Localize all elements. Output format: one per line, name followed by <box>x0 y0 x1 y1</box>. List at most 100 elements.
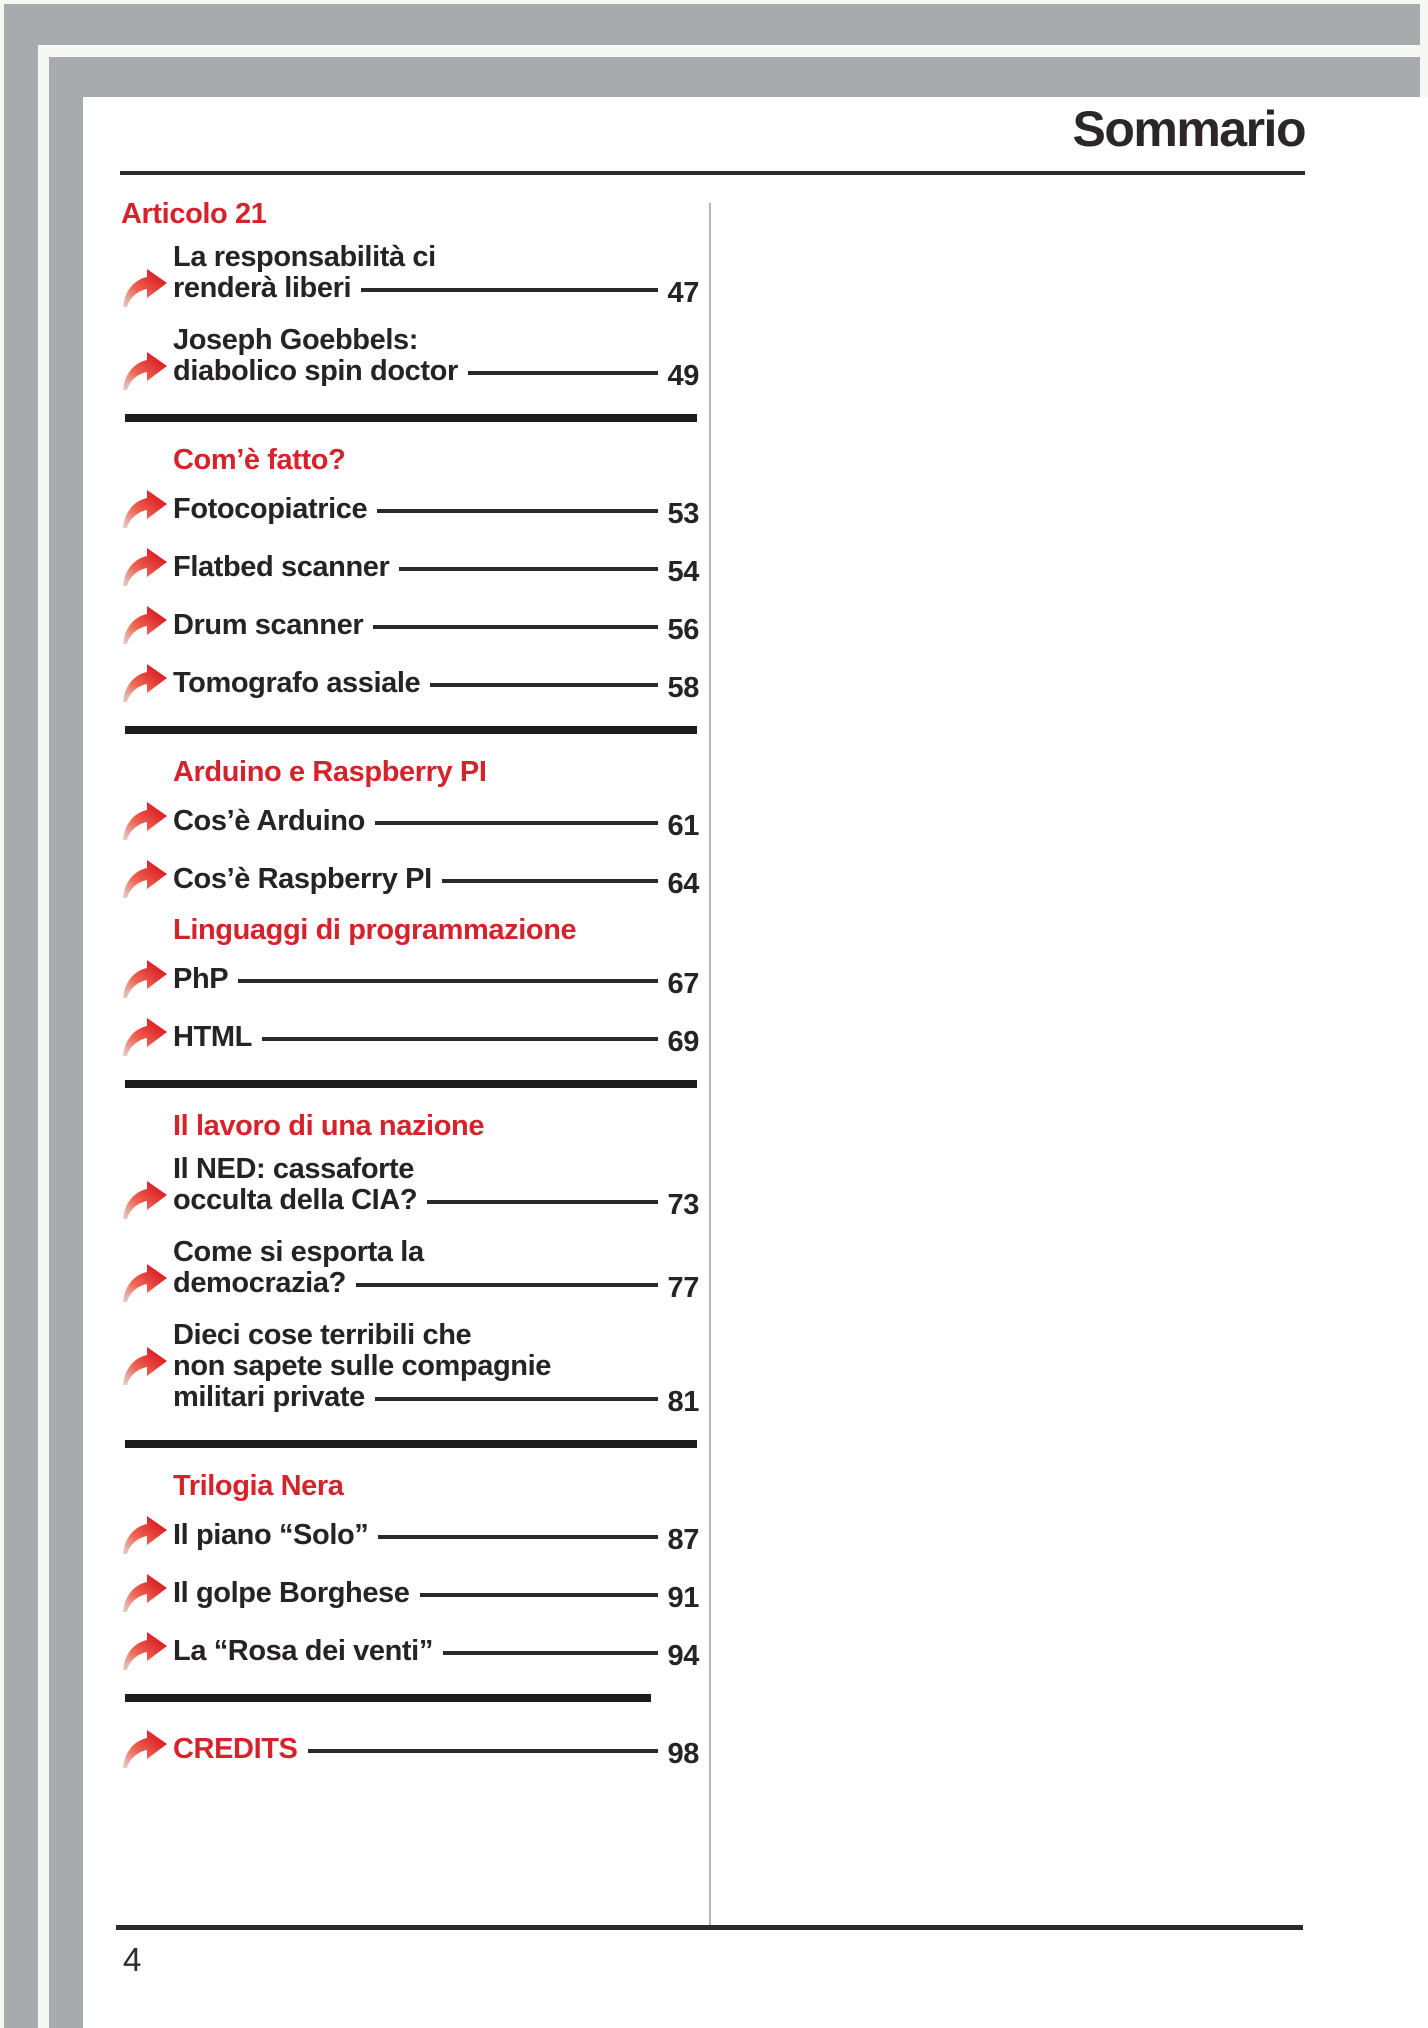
leader-line <box>378 1535 658 1539</box>
toc-page-number: 87 <box>667 1524 700 1556</box>
leader-line <box>419 1593 658 1597</box>
leader-line <box>261 1037 658 1041</box>
toc-item-label: renderà liberi <box>173 272 352 304</box>
page-title: Sommario <box>1072 101 1306 157</box>
toc-item-label-line: non sapete sulle compagnie <box>173 1350 551 1382</box>
toc-item: Cos’è Arduino 61 <box>121 800 699 842</box>
curved-arrow-icon <box>121 1179 167 1219</box>
toc-item-label-line: Dieci cose terribili che <box>173 1319 472 1351</box>
section-heading: Articolo 21 <box>121 198 267 230</box>
curved-arrow-icon <box>121 958 167 998</box>
toc-item: La responsabilità ci renderà liberi 47 <box>121 242 699 309</box>
toc-page-number: 56 <box>667 614 700 646</box>
title-underline <box>120 171 1305 175</box>
curved-arrow-icon <box>121 350 167 390</box>
toc-item-label: Il piano “Solo” <box>173 1519 369 1551</box>
toc-item-label-line: Come si esporta la <box>173 1236 424 1268</box>
curved-arrow-icon <box>121 1514 167 1554</box>
curved-arrow-icon <box>121 267 167 307</box>
toc-item-label: Cos’è Arduino <box>173 805 365 837</box>
section-heading: Com’è fatto? <box>173 444 346 476</box>
toc-item-label-line: Joseph Goebbels: <box>173 324 418 356</box>
toc-page-number: 47 <box>667 277 700 309</box>
toc-item: HTML 69 <box>121 1016 699 1058</box>
toc-item-label: democrazia? <box>173 1267 346 1299</box>
curved-arrow-icon <box>121 858 167 898</box>
toc-item-label: Il golpe Borghese <box>173 1577 410 1609</box>
curved-arrow-icon <box>121 1262 167 1302</box>
toc-item: Fotocopiatrice 53 <box>121 488 699 530</box>
curved-arrow-icon <box>121 1630 167 1670</box>
curved-arrow-icon <box>121 1572 167 1612</box>
toc-item-label: occulta della CIA? <box>173 1184 418 1216</box>
toc-item-label: Drum scanner <box>173 609 364 641</box>
toc-page-number: 73 <box>667 1189 700 1221</box>
section-divider-bar <box>125 726 697 734</box>
toc-item-label: HTML <box>173 1021 252 1053</box>
section-divider-bar <box>125 1080 697 1088</box>
toc-item: Il piano “Solo” 87 <box>121 1514 699 1556</box>
leader-line <box>442 1651 658 1655</box>
leader-line <box>430 683 658 687</box>
toc-item: Come si esporta la democrazia? 77 <box>121 1236 699 1304</box>
toc-column: Articolo 21 La responsabilità ci renderà… <box>121 198 700 1770</box>
toc-item-label-line: Il NED: cassaforte <box>173 1153 414 1185</box>
toc-item-label: Tomografo assiale <box>173 667 421 699</box>
toc-item: Drum scanner 56 <box>121 604 699 646</box>
toc-item-label: militari private <box>173 1381 365 1413</box>
leader-line <box>427 1200 658 1204</box>
section-divider-bar <box>125 414 697 422</box>
toc-page-number: 81 <box>667 1386 700 1418</box>
column-divider-line <box>709 203 711 1925</box>
toc-page-number: 67 <box>667 968 700 1000</box>
section-heading: Trilogia Nera <box>173 1470 344 1502</box>
toc-item: Tomografo assiale 58 <box>121 662 699 704</box>
toc-page-number: 61 <box>667 810 700 842</box>
toc-item: Joseph Goebbels: diabolico spin doctor 4… <box>121 324 699 392</box>
leader-line <box>441 879 658 883</box>
toc-item: Il golpe Borghese 91 <box>121 1572 699 1614</box>
curved-arrow-icon <box>121 1728 167 1768</box>
section-divider-bar-short <box>125 1694 651 1702</box>
toc-page-number: 54 <box>667 556 700 588</box>
toc-item: La “Rosa dei venti” 94 <box>121 1630 699 1672</box>
curved-arrow-icon <box>121 488 167 528</box>
leader-line <box>355 1283 658 1287</box>
toc-item-label: La “Rosa dei venti” <box>173 1635 433 1667</box>
toc-item-label: Cos’è Raspberry PI <box>173 863 432 895</box>
leader-line <box>374 821 658 825</box>
toc-item-credits: CREDITS 98 <box>121 1728 699 1770</box>
section-heading: Linguaggi di programmazione <box>173 914 577 946</box>
toc-page-number: 94 <box>667 1640 700 1672</box>
toc-item-label: Flatbed scanner <box>173 551 390 583</box>
toc-page-number: 58 <box>667 672 700 704</box>
page-content-area: Sommario Articolo 21 La responsabilità c… <box>83 97 1428 2028</box>
toc-item: Flatbed scanner 54 <box>121 546 699 588</box>
leader-line <box>238 979 658 983</box>
toc-item-label: PhP <box>173 963 229 995</box>
toc-page-number: 49 <box>667 360 700 392</box>
toc-page-number: 91 <box>667 1582 700 1614</box>
toc-page-number: 53 <box>667 498 700 530</box>
curved-arrow-icon <box>121 604 167 644</box>
footer-rule <box>116 1925 1303 1930</box>
toc-page-number: 69 <box>667 1026 700 1058</box>
toc-item-label: diabolico spin doctor <box>173 355 458 387</box>
toc-item: Dieci cose terribili che non sapete sull… <box>121 1319 699 1418</box>
toc-item: Il NED: cassaforte occulta della CIA? 73 <box>121 1153 699 1221</box>
toc-item-label: Fotocopiatrice <box>173 493 368 525</box>
section-heading: Arduino e Raspberry PI <box>173 756 487 788</box>
toc-page-number: 64 <box>667 868 700 900</box>
toc-page-number: 98 <box>667 1738 700 1770</box>
folio-page-number: 4 <box>123 1941 142 1978</box>
toc-page-number: 77 <box>667 1272 700 1304</box>
curved-arrow-icon <box>121 1016 167 1056</box>
leader-line <box>377 509 658 513</box>
leader-line <box>374 1397 658 1401</box>
curved-arrow-icon <box>121 546 167 586</box>
leader-line <box>307 1749 658 1753</box>
toc-item-label: CREDITS <box>173 1733 298 1765</box>
leader-line <box>373 625 658 629</box>
curved-arrow-icon <box>121 662 167 702</box>
